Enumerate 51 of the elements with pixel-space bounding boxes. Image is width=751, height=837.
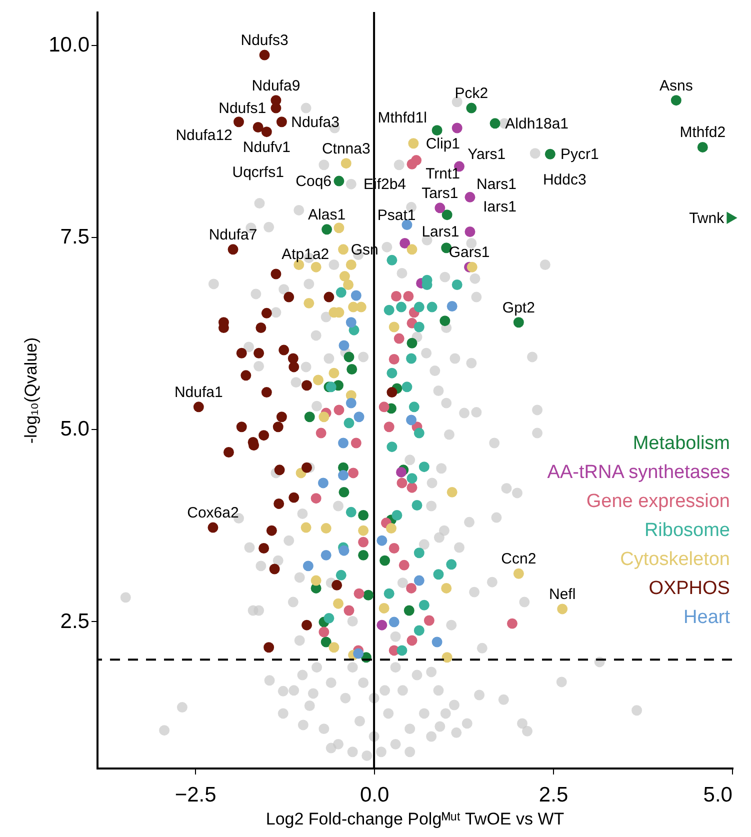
annotation: Atp1a2: [282, 246, 330, 263]
annotation: Gars1: [448, 244, 490, 262]
annotation: Ndufa1: [174, 384, 223, 401]
annotation: Psat1: [377, 206, 416, 224]
annotation: Pycr1: [560, 146, 599, 164]
y-tick-label: 10.0: [48, 34, 90, 57]
annotation: Nars1: [476, 176, 516, 194]
text: Cytoskeleton: [620, 549, 730, 570]
annotation: Ccn2: [501, 550, 536, 568]
annotation: Yars1: [468, 146, 506, 164]
annotation: Aldh18a1: [505, 115, 569, 132]
x-tick-label: 0.0: [360, 784, 390, 806]
annotation: Clip1: [426, 135, 460, 152]
text: AA-tRNA synthetases: [547, 462, 730, 483]
annotation: Twnk: [689, 210, 725, 227]
x-axis-title: Log2 Fold-change Polgᴹᵘᵗ TwOE vs WT: [266, 810, 564, 828]
text: Ribosome: [644, 520, 730, 541]
annotation: Tars1: [422, 184, 458, 202]
annotation: Mthfd2: [680, 124, 726, 142]
x-tick-label: 5.0: [703, 784, 732, 806]
annotation: Asns: [659, 77, 693, 94]
annotation: Iars1: [483, 198, 516, 216]
annotation: Lars1: [422, 224, 460, 241]
text: OXPHOS: [648, 578, 730, 599]
annotation: Gpt2: [502, 299, 535, 316]
y-axis-title: -log₁₀(Qvalue): [22, 337, 41, 444]
text: Metabolism: [632, 433, 730, 454]
annotation: Ndufa9: [252, 77, 300, 94]
y-tick-label: 5.0: [60, 418, 90, 441]
annotation: Ndufs3: [240, 32, 288, 50]
annotation: Ndufa12: [176, 126, 232, 144]
annotation: Nefl: [548, 586, 576, 603]
annotation: Ndufa7: [208, 226, 258, 244]
annotation: Ndufv1: [242, 138, 290, 156]
annotation: Ndufa3: [291, 114, 340, 131]
text: Gene expression: [586, 491, 730, 512]
text: Heart: [684, 607, 731, 628]
x-tick-label: 2.5: [538, 784, 568, 806]
annotation: Ndufs1: [218, 100, 266, 118]
annotation: Cox6a2: [187, 504, 239, 522]
annotation: Coq6: [296, 173, 332, 190]
annotation: Pck2: [454, 85, 488, 102]
annotation: Alas1: [308, 206, 346, 224]
x-tick-label: −2.5: [174, 784, 216, 806]
annotation: Ctnna3: [322, 140, 370, 158]
annotation: Trnt1: [426, 165, 460, 182]
annotation: Mthfd1l: [378, 109, 427, 126]
y-tick-label: 2.5: [60, 610, 90, 633]
annotation: Uqcrfs1: [232, 164, 284, 182]
annotation: Hddc3: [542, 171, 586, 188]
y-tick-label: 7.5: [60, 226, 90, 249]
